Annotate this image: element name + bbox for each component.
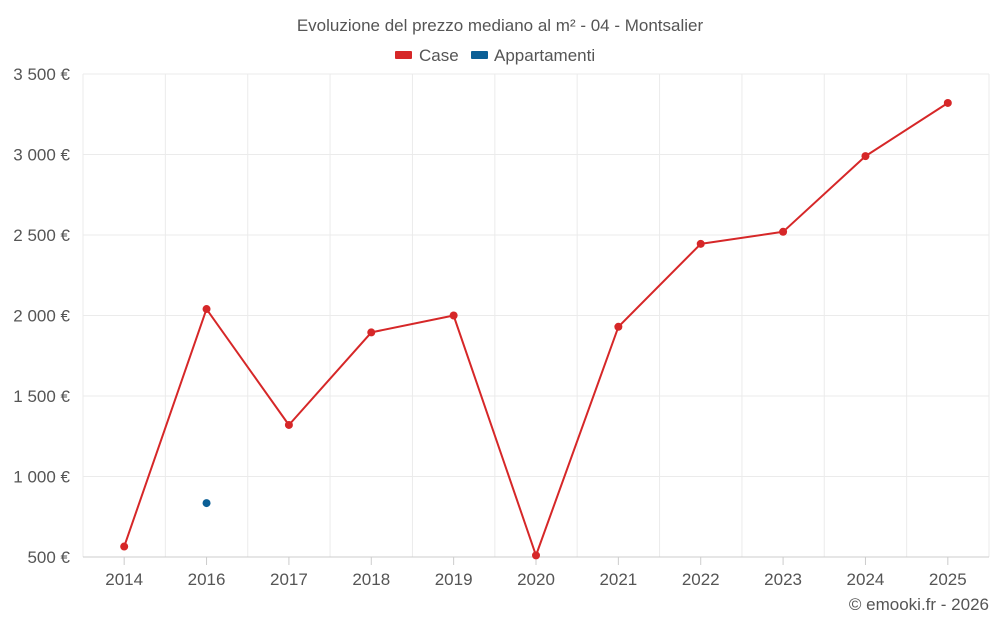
chart-title: Evoluzione del prezzo mediano al m² - 04… <box>297 16 704 35</box>
data-point-case[interactable] <box>861 152 870 161</box>
axes: 500 € 1 000 € 1 500 € 2 000 € 2 500 € 3 000 €… <box>13 65 989 589</box>
legend-swatch-appartamenti <box>471 51 488 59</box>
legend-item-appartamenti[interactable]: Appartamenti <box>471 46 595 65</box>
legend-label-appartamenti: Appartamenti <box>494 46 595 65</box>
x-tick-label: 2020 <box>517 570 555 589</box>
data-point-appartamenti[interactable] <box>202 499 211 508</box>
data-point-case[interactable] <box>120 542 129 551</box>
legend: Case Appartamenti <box>395 46 595 65</box>
data-point-case[interactable] <box>696 239 705 248</box>
y-tick-label: 2 000 € <box>13 307 70 326</box>
data-point-case[interactable] <box>943 98 952 107</box>
x-tick-label: 2021 <box>599 570 637 589</box>
x-tick-label: 2025 <box>929 570 967 589</box>
data-point-case[interactable] <box>202 305 211 314</box>
y-tick-label: 3 500 € <box>13 65 70 84</box>
x-tick-label: 2023 <box>764 570 802 589</box>
legend-label-case: Case <box>419 46 459 65</box>
data-point-case[interactable] <box>779 227 788 236</box>
y-tick-label: 1 000 € <box>13 468 70 487</box>
data-point-case[interactable] <box>614 322 623 331</box>
x-tick-label: 2019 <box>435 570 473 589</box>
y-tick-label: 3 000 € <box>13 146 70 165</box>
data-point-case[interactable] <box>284 420 293 429</box>
data-point-case[interactable] <box>449 311 458 320</box>
y-tick-label: 1 500 € <box>13 387 70 406</box>
x-tick-label: 2016 <box>188 570 226 589</box>
y-tick-label: 500 € <box>27 548 70 567</box>
x-tick-label: 2024 <box>847 570 885 589</box>
credit-text: © emooki.fr - 2026 <box>849 595 989 614</box>
legend-item-case[interactable]: Case <box>395 46 459 65</box>
data-point-case[interactable] <box>367 328 376 337</box>
data-point-case[interactable] <box>532 551 540 560</box>
grid <box>82 73 990 558</box>
x-tick-label: 2017 <box>270 570 308 589</box>
legend-swatch-case <box>395 51 412 59</box>
x-tick-label: 2014 <box>105 570 143 589</box>
series <box>120 98 952 560</box>
x-tick-label: 2022 <box>682 570 720 589</box>
y-tick-label: 2 500 € <box>13 226 70 245</box>
x-tick-label: 2018 <box>352 570 390 589</box>
